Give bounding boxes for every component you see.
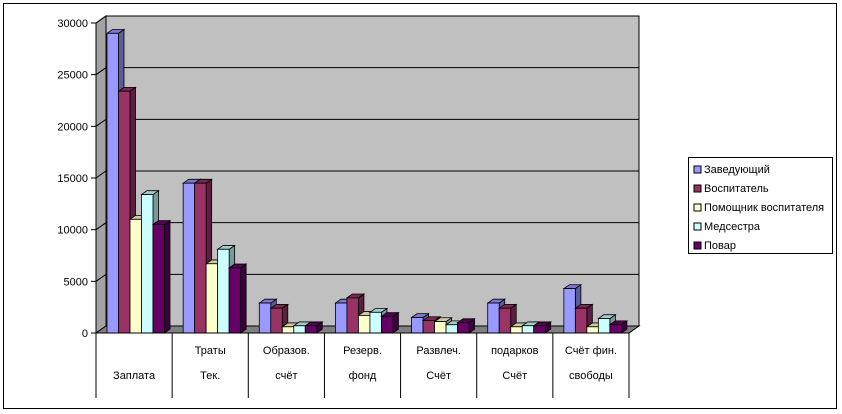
legend-swatch [693, 241, 702, 250]
category-label: Тек. [200, 370, 220, 382]
bar [498, 307, 512, 334]
bar [106, 32, 119, 334]
bar [293, 325, 306, 334]
legend-label: Воспитатель [704, 183, 769, 195]
y-tick-label: 0 [82, 328, 88, 340]
y-tick-label: 25000 [57, 70, 88, 82]
legend-label: Помощник воспитателя [704, 202, 824, 214]
legend-items: Заведующий Воспитатель Помощник воспитател… [693, 164, 824, 252]
legend-label: Заведующий [704, 164, 770, 176]
bar [445, 324, 458, 334]
legend-label: Повар [704, 240, 736, 252]
category-label: Счёт фин. [565, 345, 617, 357]
bar [152, 224, 165, 334]
bar [194, 182, 207, 334]
bar [346, 297, 359, 334]
bar [574, 307, 588, 334]
category-label: счёт [275, 370, 297, 382]
gridline [95, 273, 639, 282]
bar [129, 218, 142, 334]
bar [487, 302, 500, 334]
bar [270, 307, 283, 334]
y-tick-label: 15000 [57, 173, 88, 185]
category-label: фонд [349, 370, 377, 382]
legend-swatch [693, 165, 702, 174]
y-tick-label: 20000 [57, 121, 88, 133]
category-label: подарков [491, 345, 539, 357]
category-label: Образов. [263, 345, 310, 357]
legend: Заведующий Воспитатель Помощник воспитател… [688, 157, 833, 254]
category-label: свободы [569, 370, 613, 382]
bar [228, 267, 242, 334]
gridline [95, 170, 639, 179]
y-tick-label: 30000 [57, 18, 88, 30]
y-tick-label: 5000 [64, 276, 88, 288]
bar [586, 326, 599, 334]
bar [369, 311, 382, 334]
bar [141, 194, 154, 334]
category-label: Развлеч. [416, 345, 461, 357]
legend-label: Медсестра [704, 221, 761, 233]
bar-side [164, 219, 171, 334]
gridline [95, 222, 639, 231]
bar [422, 320, 435, 334]
bar [205, 263, 219, 334]
bar [411, 317, 424, 334]
bar [434, 321, 447, 334]
bar-side [240, 263, 247, 334]
gridline [95, 118, 639, 127]
legend-swatch [693, 222, 702, 231]
bar [258, 302, 272, 334]
bar [304, 325, 318, 334]
bar [182, 182, 196, 334]
category-label: Траты [195, 345, 226, 357]
bar [358, 315, 371, 334]
bar [563, 288, 576, 334]
category-label: Резерв. [343, 345, 382, 357]
legend-swatch [693, 203, 702, 212]
gridline [95, 15, 639, 24]
bar [533, 325, 546, 334]
bar [281, 326, 295, 334]
bar [335, 302, 348, 334]
category-label: Счёт [426, 370, 451, 382]
gridline [95, 67, 639, 76]
category-label: Счёт [502, 370, 527, 382]
bar [597, 318, 611, 334]
legend-swatch [693, 184, 702, 193]
y-tick-label: 10000 [57, 225, 88, 237]
bar [510, 326, 523, 334]
bar [457, 322, 470, 334]
bar [118, 90, 131, 334]
category-label: Заплата [113, 370, 156, 382]
bar [217, 248, 230, 334]
bar [609, 324, 622, 334]
bar [521, 325, 535, 334]
bar [381, 316, 394, 334]
